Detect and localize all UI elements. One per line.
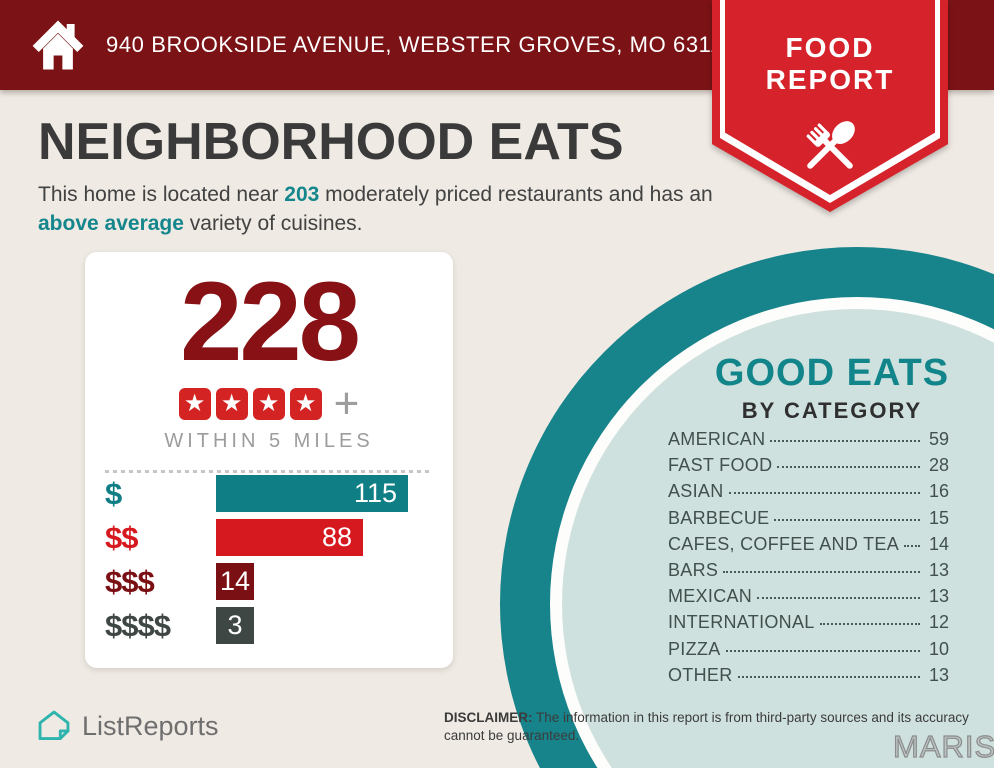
disclaimer: DISCLAIMER: The information in this repo…: [444, 709, 974, 744]
property-address: 940 BROOKSIDE AVENUE, WEBSTER GROVES, MO…: [106, 32, 736, 57]
star-icon: ★: [252, 388, 285, 420]
listreports-logo-icon: [38, 710, 70, 741]
price-row: $ 115: [85, 475, 453, 512]
category-label: INTERNATIONAL: [668, 612, 815, 633]
price-bar-value: 3: [227, 610, 243, 640]
good-eats-heading-block: GOOD EATS BY CATEGORY: [652, 352, 994, 424]
category-value: 13: [928, 559, 949, 580]
category-value: 13: [928, 586, 949, 607]
disclaimer-text: The information in this report is from t…: [444, 710, 969, 743]
disclaimer-label: DISCLAIMER:: [444, 710, 533, 725]
restaurant-stats-card: 228 ★ ★ ★ ★ + WITHIN 5 MILES $ 115 $$ 88 $$$…: [85, 252, 453, 668]
dotted-leader: [770, 440, 920, 442]
category-label: CAFES, COFFEE AND TEA: [668, 533, 900, 554]
good-eats-title: GOOD EATS: [714, 352, 950, 394]
price-tier-label: $$$$: [105, 607, 171, 643]
price-bar: 3: [216, 607, 254, 644]
plus-sign: +: [333, 379, 360, 428]
price-chart: $ 115 $$ 88 $$$ 14 $$$$ 3: [85, 475, 453, 651]
category-row: FAST FOOD 28: [668, 455, 949, 481]
price-row: $$$ 14: [85, 563, 453, 600]
price-bar: 88: [216, 519, 363, 556]
dotted-leader: [774, 518, 920, 521]
restaurant-count: 203: [284, 183, 320, 206]
price-bar-value: 115: [353, 478, 397, 508]
intro-text-part: variety of cuisines.: [183, 212, 363, 235]
dotted-leader: [777, 466, 920, 469]
category-label: MEXICAN: [668, 586, 753, 607]
spoon-fork-icon: [806, 121, 855, 169]
star-icon: ★: [289, 388, 322, 420]
star-icon: ★: [215, 388, 248, 420]
price-bar: 115: [216, 475, 408, 512]
category-row: OTHER 13: [668, 665, 949, 691]
category-value: 10: [928, 638, 949, 659]
category-value: 12: [928, 612, 949, 633]
food-report-ribbon: FOOD REPORT: [712, 0, 948, 212]
price-row: $$ 88: [85, 519, 453, 556]
ribbon-title-line2: REPORT: [765, 64, 895, 95]
dotted-leader: [723, 570, 920, 573]
by-category-subtitle: BY CATEGORY: [741, 398, 923, 423]
intro-text-part: moderately priced restaurants and has an: [319, 183, 713, 206]
star-rating: ★ ★ ★ ★ +: [85, 379, 453, 428]
category-row: CAFES, COFFEE AND TEA 14: [668, 534, 949, 560]
dotted-leader: [725, 649, 920, 652]
price-tier-label: $$: [105, 519, 138, 555]
page-title: NEIGHBORHOOD EATS: [38, 113, 624, 171]
category-row: MEXICAN 13: [668, 586, 949, 612]
category-label: FAST FOOD: [668, 455, 773, 476]
restaurant-total: 228: [180, 259, 361, 384]
category-label: BARS: [668, 559, 719, 580]
price-row: $$$$ 3: [85, 607, 453, 644]
listreports-logo-text: ListReports: [82, 710, 219, 741]
dotted-leader: [737, 675, 920, 678]
dotted-leader: [819, 623, 920, 626]
category-label: PIZZA: [668, 638, 721, 659]
category-label: BARBECUE: [668, 507, 770, 528]
category-label: ASIAN: [668, 481, 724, 502]
dotted-leader: [757, 597, 920, 600]
price-bar-value: 14: [219, 566, 251, 596]
dotted-leader: [904, 544, 920, 547]
price-bar: 14: [216, 563, 254, 600]
price-tier-label: $: [105, 475, 122, 511]
category-list: AMERICAN 59 FAST FOOD 28 ASIAN 16 BARBEC…: [668, 429, 949, 691]
category-value: 15: [928, 507, 949, 528]
category-value: 28: [928, 455, 949, 476]
maris-watermark: MARIS: [892, 728, 994, 764]
category-label: AMERICAN: [668, 429, 766, 449]
category-row: BARS 13: [668, 560, 949, 586]
radius-note: WITHIN 5 MILES: [164, 430, 374, 452]
star-icon: ★: [178, 388, 211, 420]
category-row: INTERNATIONAL 12: [668, 612, 949, 638]
house-icon: [32, 20, 84, 70]
category-row: AMERICAN 59: [668, 429, 949, 455]
variety-rating: above average: [38, 212, 184, 235]
dashed-divider: [105, 470, 433, 473]
dotted-leader: [728, 492, 920, 495]
category-row: PIZZA 10: [668, 639, 949, 665]
category-label: OTHER: [668, 664, 733, 685]
intro-text: This home is located near 203 moderately…: [38, 180, 718, 238]
category-row: ASIAN 16: [668, 481, 949, 507]
category-value: 14: [928, 533, 949, 554]
category-row: BARBECUE 15: [668, 508, 949, 534]
category-value: 59: [928, 429, 949, 449]
price-bar-value: 88: [321, 522, 352, 552]
intro-text-part: This home is located near: [38, 183, 285, 206]
category-value: 16: [928, 481, 949, 502]
ribbon-title-line1: FOOD: [785, 32, 875, 63]
category-value: 13: [928, 664, 949, 685]
price-tier-label: $$$: [105, 563, 155, 599]
listreports-logo: ListReports: [36, 708, 219, 744]
